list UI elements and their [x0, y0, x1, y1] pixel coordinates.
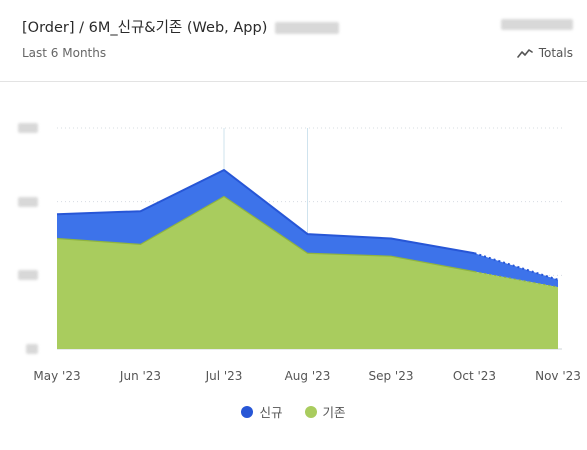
y-tick-label-redacted [18, 123, 38, 133]
y-tick-label-redacted [18, 196, 38, 207]
x-tick-label: Jun '23 [119, 369, 161, 383]
x-tick-label: Jul '23 [205, 369, 243, 383]
redacted-header-value [501, 19, 573, 30]
chart-legend: 신규 기존 [0, 402, 587, 421]
chart-plot: May '23 Jun '23 Jul '23 Aug '23 Sep '23 Oct '… [33, 127, 581, 383]
redacted-title-suffix [275, 22, 340, 34]
legend-item-new[interactable]: 신규 [241, 402, 283, 421]
legend-label-new: 신규 [259, 405, 283, 420]
chart-title: [Order] / 6M_신규&기존 (Web, App) [22, 16, 340, 37]
legend-label-existing: 기존 [322, 405, 346, 420]
date-range-label: Last 6 Months [22, 46, 107, 60]
x-tick-label: Sep '23 [369, 369, 414, 383]
x-tick-label: May '23 [33, 369, 80, 383]
legend-swatch-existing [304, 405, 317, 418]
x-tick-label: Nov '23 [535, 369, 581, 383]
series-area-existing [57, 196, 558, 349]
chart-header: [Order] / 6M_신규&기존 (Web, App) Last 6 Mon… [0, 0, 587, 82]
series-area-new [57, 169, 558, 288]
series-existing-line-dashed [474, 271, 559, 288]
y-tick-label-redacted [18, 270, 38, 281]
totals-label: Totals [538, 46, 573, 60]
x-tick-label: Aug '23 [285, 369, 331, 383]
series-new-line [56, 168, 475, 255]
x-tick-label: Oct '23 [453, 369, 496, 383]
trend-line-icon [516, 47, 533, 59]
legend-item-existing[interactable]: 기존 [304, 402, 346, 421]
legend-swatch-new [241, 405, 254, 418]
y-tick-label-redacted [26, 344, 38, 354]
chart-title-text: [Order] / 6M_신규&기존 (Web, App) [22, 20, 268, 36]
totals-toggle[interactable]: Totals [516, 46, 573, 60]
series-existing-line [56, 195, 475, 273]
